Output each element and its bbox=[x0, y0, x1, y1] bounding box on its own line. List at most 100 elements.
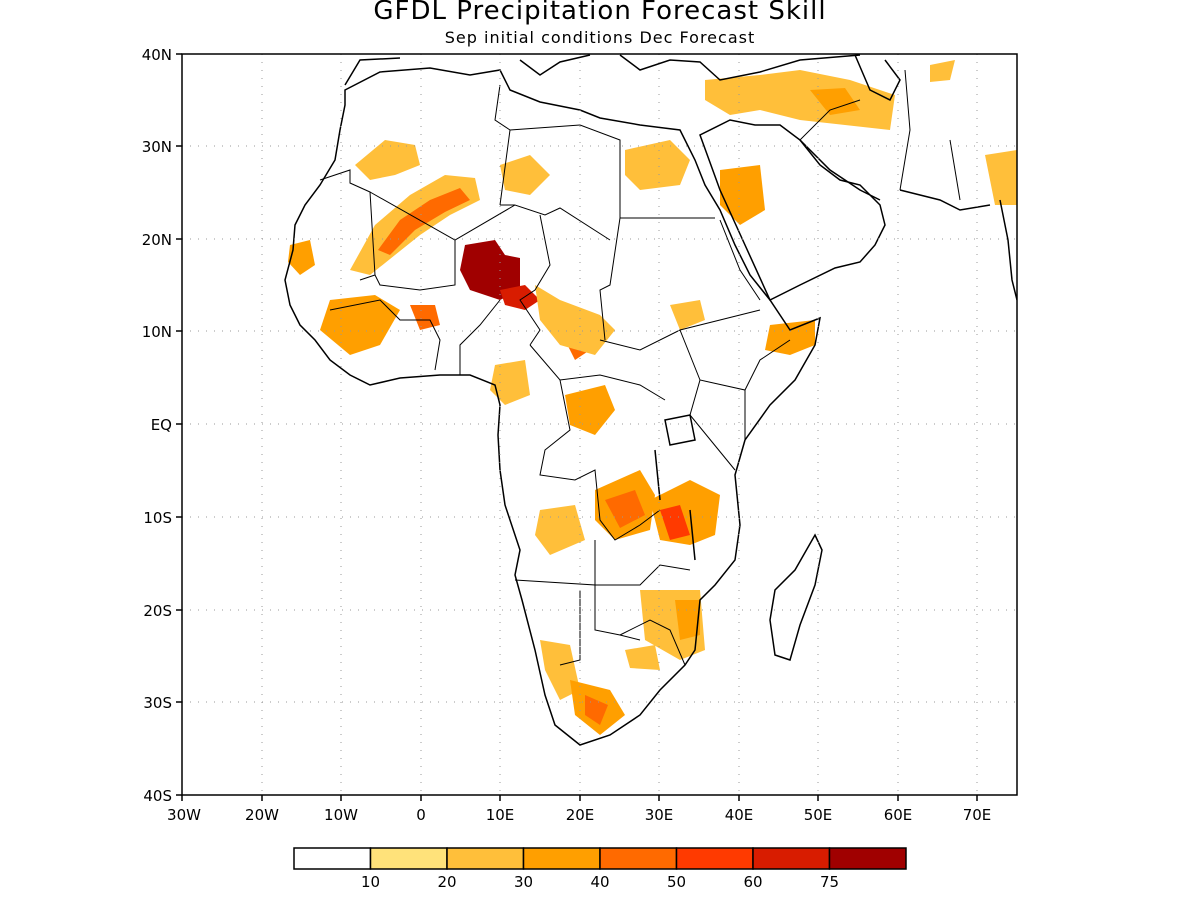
lat-tick-label: 40S bbox=[143, 787, 172, 805]
lon-tick-label: 50E bbox=[804, 806, 833, 824]
shade-botswana-e bbox=[625, 645, 660, 670]
shade-somalia bbox=[765, 320, 815, 355]
arabia-coastline bbox=[699, 119, 886, 302]
legend-label: 75 bbox=[820, 873, 839, 891]
lon-tick-label: 0 bbox=[416, 806, 426, 824]
legend-label: 20 bbox=[437, 873, 456, 891]
lat-tick-label: 40N bbox=[142, 46, 172, 64]
lon-tick-label: 20E bbox=[566, 806, 595, 824]
shade-sahel-band-core bbox=[378, 188, 470, 255]
border-10 bbox=[529, 344, 666, 401]
border-8 bbox=[329, 299, 441, 371]
border-24 bbox=[899, 69, 911, 191]
border-9 bbox=[459, 299, 501, 375]
border-20 bbox=[619, 619, 686, 666]
india-coastline bbox=[999, 199, 1017, 301]
shade-india bbox=[985, 150, 1017, 205]
shade-nw-africa bbox=[355, 140, 420, 180]
lon-tick-label: 10W bbox=[324, 806, 358, 824]
lake-tanganyika bbox=[654, 449, 661, 501]
shade-cameroon bbox=[490, 360, 530, 405]
shade-libya bbox=[500, 155, 550, 195]
shade-angola bbox=[535, 505, 585, 555]
border-1 bbox=[319, 169, 376, 281]
coastlines bbox=[284, 54, 1017, 746]
shade-ethiopia bbox=[670, 300, 705, 330]
legend-label: 30 bbox=[514, 873, 533, 891]
lat-tick-label: EQ bbox=[151, 416, 172, 434]
madagascar-coastline bbox=[769, 533, 823, 661]
border-5 bbox=[599, 217, 621, 341]
shade-ghana bbox=[410, 305, 440, 330]
lake-victoria bbox=[664, 414, 696, 446]
legend-swatch bbox=[599, 847, 678, 870]
lat-tick-label: 10S bbox=[143, 509, 172, 527]
border-21 bbox=[509, 124, 581, 131]
shade-niger-edge bbox=[500, 285, 540, 310]
lon-tick-label: 60E bbox=[884, 806, 913, 824]
lon-tick-label: 10E bbox=[486, 806, 515, 824]
border-15 bbox=[689, 379, 736, 471]
skill-shading bbox=[288, 60, 1017, 735]
shade-congo bbox=[565, 385, 615, 435]
shade-persia-ne bbox=[930, 60, 955, 82]
map-subtitle: Sep initial conditions Dec Forecast bbox=[444, 28, 756, 47]
border-12 bbox=[719, 219, 761, 301]
legend-swatch bbox=[752, 847, 831, 870]
caspian-coastline bbox=[854, 54, 901, 102]
lon-tick-label: 40E bbox=[725, 806, 754, 824]
shade-middle-east bbox=[705, 70, 895, 130]
lat-tick-label: 20N bbox=[142, 231, 172, 249]
border-7 bbox=[374, 240, 456, 291]
legend-label: 10 bbox=[361, 873, 380, 891]
border-18 bbox=[594, 540, 691, 586]
lat-tick-label: 30N bbox=[142, 138, 172, 156]
shade-sudan-edge bbox=[535, 285, 615, 355]
legend-label: 50 bbox=[667, 873, 686, 891]
border-16 bbox=[539, 379, 661, 541]
lake-malawi bbox=[689, 509, 696, 561]
legend-swatch bbox=[828, 847, 907, 870]
map-title: GFDL Precipitation Forecast Skill bbox=[373, 0, 827, 26]
border-6 bbox=[519, 214, 551, 346]
legend-label: 60 bbox=[743, 873, 762, 891]
legend-swatch bbox=[522, 847, 601, 870]
mediterranean-north bbox=[344, 54, 861, 86]
legend-label: 40 bbox=[590, 873, 609, 891]
lat-tick-label: 20S bbox=[143, 602, 172, 620]
border-25 bbox=[949, 139, 961, 201]
lon-tick-label: 30W bbox=[167, 806, 201, 824]
asia-coast bbox=[899, 189, 991, 211]
lon-tick-label: 20W bbox=[245, 806, 279, 824]
border-17 bbox=[514, 579, 641, 641]
legend-swatch bbox=[675, 847, 754, 870]
shade-arabia bbox=[720, 165, 765, 225]
shade-zambia-core bbox=[605, 490, 645, 528]
border-4 bbox=[579, 124, 715, 219]
border-2 bbox=[369, 191, 611, 241]
shade-mozambique-core bbox=[675, 600, 700, 640]
country-borders bbox=[319, 69, 961, 666]
lat-tick-label: 30S bbox=[143, 694, 172, 712]
lon-labels: 30W 20W 10W 0 10E 20E 30E 40E 50E 60E 70… bbox=[167, 806, 991, 824]
border-23 bbox=[779, 99, 861, 141]
persian-gulf bbox=[799, 139, 881, 201]
shade-malawi-core bbox=[660, 505, 690, 540]
lon-tick-label: 70E bbox=[963, 806, 992, 824]
color-legend: 10 20 30 40 50 60 75 bbox=[293, 847, 907, 891]
border-19 bbox=[559, 590, 581, 666]
legend-swatch bbox=[293, 847, 372, 870]
shade-namibia-s bbox=[540, 640, 580, 700]
lat-tick-label: 10N bbox=[142, 323, 172, 341]
legend-swatch bbox=[446, 847, 525, 870]
shade-egypt bbox=[625, 140, 690, 190]
tick-marks bbox=[176, 53, 978, 801]
shade-guinea bbox=[320, 295, 400, 355]
shade-niger bbox=[460, 240, 520, 300]
shade-west-coast bbox=[288, 240, 315, 275]
lon-tick-label: 30E bbox=[645, 806, 674, 824]
border-3 bbox=[494, 84, 511, 206]
legend-swatch bbox=[369, 847, 448, 870]
africa-coastline bbox=[284, 67, 821, 746]
